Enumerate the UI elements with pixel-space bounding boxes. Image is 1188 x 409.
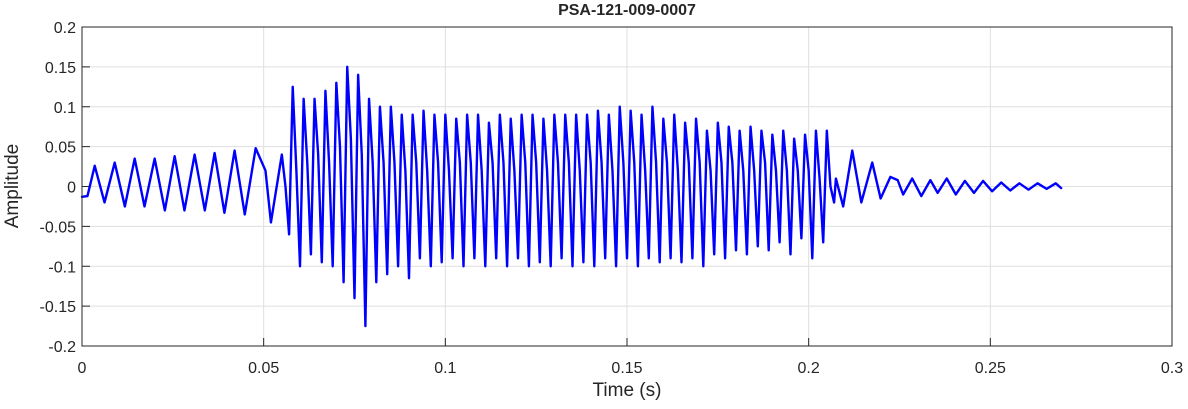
x-tick-label: 0: [78, 360, 87, 377]
y-tick-label: 0: [67, 180, 76, 197]
x-axis-label: Time (s): [593, 380, 662, 401]
axes-box: [81, 26, 1173, 347]
x-tick-label: 0.3: [1161, 360, 1183, 377]
waveform-line: [80, 65, 1063, 328]
x-tick-label: 0.2: [798, 360, 820, 377]
y-tick-label: 0.2: [54, 20, 76, 37]
y-tick-label: 0.15: [45, 60, 76, 77]
y-axis-label: Amplitude: [2, 144, 23, 229]
y-tick-label: 0.05: [45, 140, 76, 157]
x-tick-label: 0.25: [975, 360, 1006, 377]
y-tick-label: -0.05: [40, 219, 77, 236]
x-tick-label: 0.15: [611, 360, 642, 377]
y-tick-label: -0.2: [48, 339, 76, 356]
y-tick-label: 0.1: [54, 100, 76, 117]
plot-area: [80, 65, 1063, 328]
x-tick-label: 0.05: [248, 360, 279, 377]
y-tick-label: -0.15: [40, 299, 77, 316]
chart-title: PSA-121-009-0007: [558, 2, 696, 19]
tick-labels: 0 0.05 0.1 0.15 0.2 0.25 0.3 -0.2 -0.15 -0.1 -0.05…: [40, 20, 1184, 377]
y-tick-label: -0.1: [48, 259, 76, 276]
x-tick-label: 0.1: [434, 360, 456, 377]
